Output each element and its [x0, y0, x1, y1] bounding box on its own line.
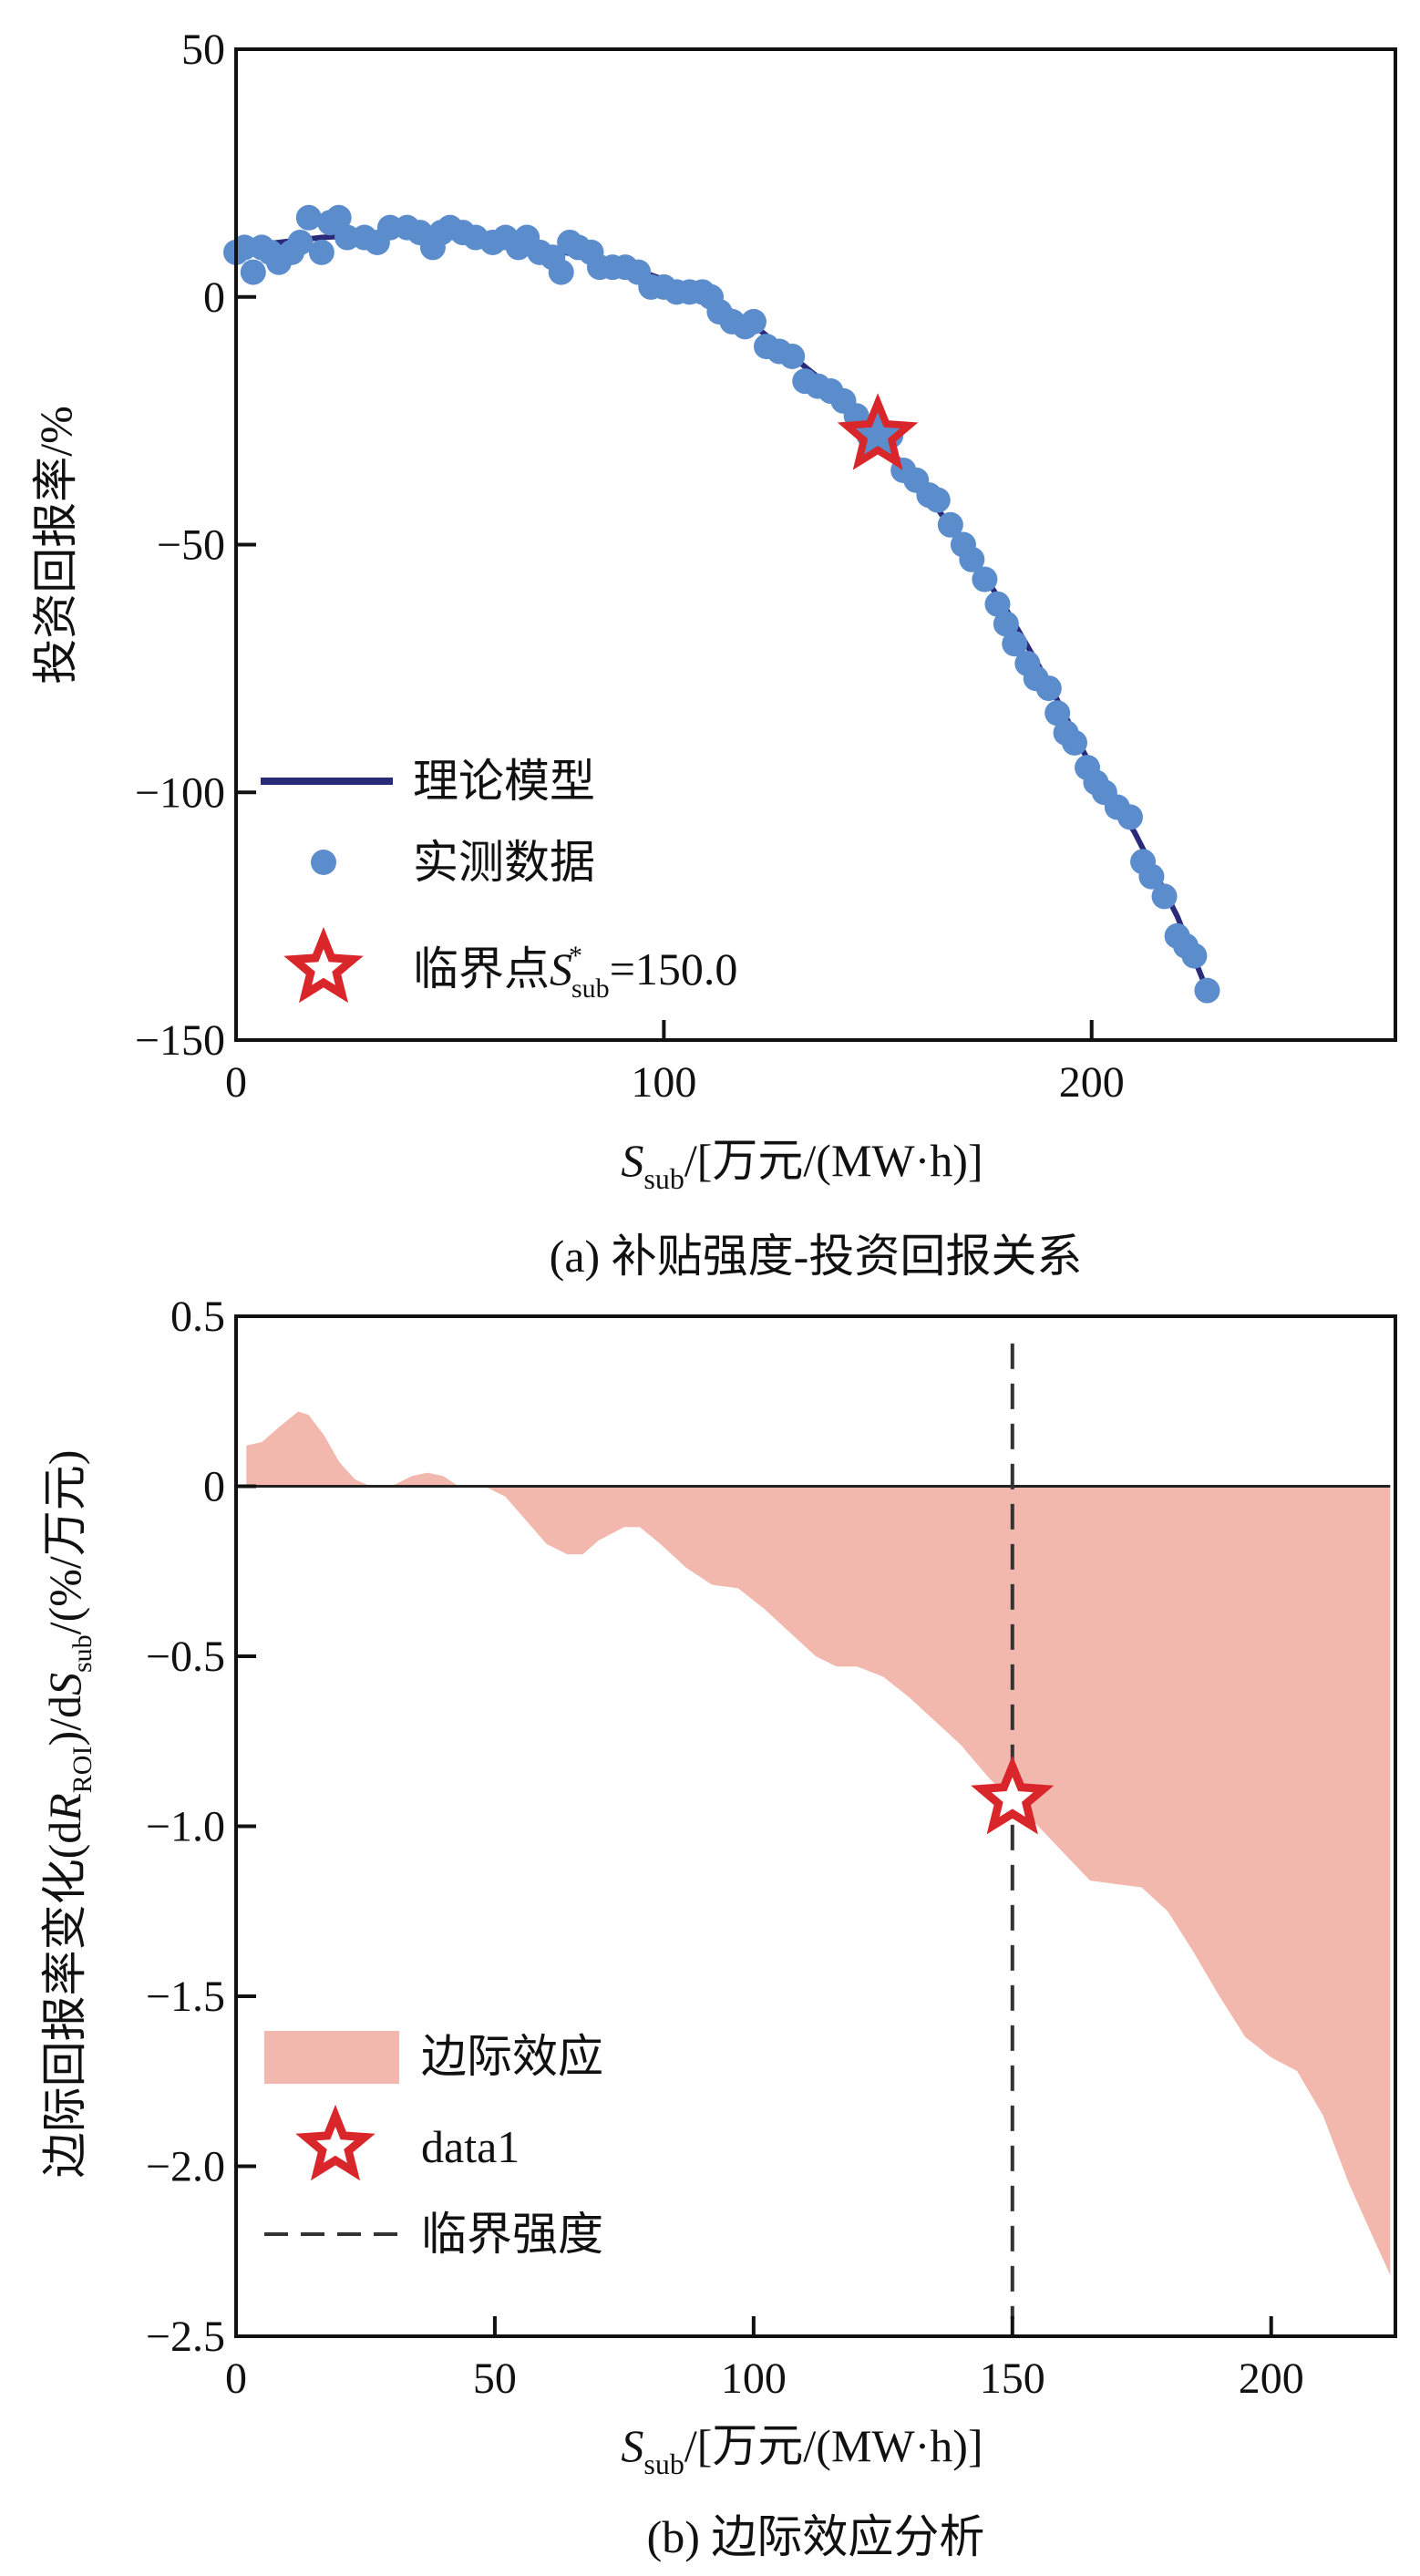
- marginal-effect-area: [246, 1411, 1391, 2275]
- x-tick-label: 0: [225, 1058, 247, 1107]
- y-tick-label: −1.5: [146, 1973, 225, 2021]
- legend-area-swatch: [264, 2031, 399, 2084]
- xlabel-subscript: sub: [643, 1162, 684, 1195]
- scatter-point: [240, 259, 266, 285]
- scatter-point: [959, 546, 985, 572]
- y-tick-label: −2.0: [146, 2143, 225, 2191]
- panel-a-legend: 理论模型 实测数据 临界点S* sub=150.0: [261, 756, 737, 1004]
- panel-b-ticks: 0 50 100 150 200 0.5 0 −0.5 −1.0 −1.5 −2.0 −2.5: [146, 1293, 1304, 2403]
- y-tick-label: 0: [203, 1463, 225, 1511]
- legend-data1-label: data1: [421, 2121, 520, 2172]
- x-tick-label: 200: [1239, 2354, 1304, 2403]
- scatter-point: [740, 308, 767, 335]
- scatter-point: [972, 566, 998, 592]
- legend-critical-label: 临界点S* sub=150.0: [413, 941, 737, 1004]
- scatter-point: [1035, 675, 1062, 702]
- y-tick-label: −2.5: [146, 2313, 225, 2361]
- scatter-point: [993, 611, 1019, 637]
- y-tick-label: −1.0: [146, 1803, 225, 1851]
- scatter-point: [548, 259, 574, 285]
- panel-a-ylabel: 投资回报率/%: [30, 406, 81, 685]
- y-tick-label: −0.5: [146, 1633, 225, 1681]
- y-tick-label: −150: [135, 1016, 225, 1065]
- x-tick-label: 200: [1059, 1058, 1125, 1107]
- panel-b-marks: [246, 1343, 1391, 2320]
- scatter-point: [1151, 883, 1178, 910]
- data1-star: [971, 1755, 1055, 1835]
- panel-a-roi-chart: 0 100 200 50 0 −50 −100 −150 投资回报率/% Ssub/[万元/(…: [30, 26, 1397, 1282]
- scatter-point: [1044, 700, 1071, 726]
- xlabel-symbol: S: [621, 1135, 643, 1186]
- scatter-point: [1194, 977, 1220, 1004]
- panel-b-legend: 边际效应 data1 临界强度: [264, 2031, 603, 2260]
- scatter-point: [779, 343, 806, 369]
- scatter-point: [295, 204, 322, 231]
- y-tick-label: −50: [157, 521, 225, 570]
- scatter-point: [1116, 804, 1143, 830]
- panel-a-axes-frame: [234, 47, 1397, 1042]
- y-tick-label: 0: [203, 273, 225, 322]
- y-tick-label: 50: [181, 26, 225, 74]
- scatter-point: [287, 229, 314, 255]
- panel-a-caption: (a) 补贴强度-投资回报关系: [550, 1231, 1083, 1282]
- x-tick-label: 150: [980, 2354, 1045, 2403]
- critical-point-star: [837, 393, 919, 470]
- legend-area-label: 边际效应: [421, 2031, 603, 2082]
- scatter-point: [984, 591, 1011, 617]
- panel-b-marginal-chart: 0 50 100 150 200 0.5 0 −0.5 −1.0 −1.5 −2.0 −2.5 边际回…: [39, 1293, 1397, 2562]
- y-tick-label: 0.5: [170, 1293, 225, 1341]
- xlabel-unit: /[万元/(MW·h)]: [684, 1135, 983, 1186]
- y-tick-label: −100: [135, 768, 225, 817]
- legend-model-label: 理论模型: [413, 756, 595, 807]
- legend-scatter-swatch: [311, 850, 336, 875]
- legend-star-icon: [295, 2104, 376, 2181]
- legend-star-icon: [283, 926, 364, 1004]
- panel-b-xlabel: Ssub/[万元/(MW·h)]: [621, 2420, 983, 2480]
- legend-critical-label: 临界强度: [421, 2209, 603, 2260]
- legend-scatter-label: 实测数据: [413, 837, 595, 888]
- scatter-point: [924, 487, 951, 513]
- panel-a-xlabel: Ssub/[万元/(MW·h)]: [621, 1135, 983, 1195]
- panel-b-caption: (b) 边际效应分析: [647, 2511, 985, 2562]
- scatter-point: [1002, 631, 1028, 657]
- panel-a-marks: [223, 204, 1220, 1004]
- x-tick-label: 100: [721, 2354, 787, 2403]
- model-line: [235, 230, 1210, 992]
- panel-a-ticks: 0 100 200 50 0 −50 −100 −150: [135, 26, 1125, 1107]
- scatter-point: [1061, 729, 1087, 756]
- x-tick-label: 100: [631, 1058, 696, 1107]
- panel-b-ylabel: 边际回报率变化(dRROI)/dSsub/(%/万元): [39, 1450, 98, 2179]
- scatter-point: [308, 239, 334, 265]
- x-tick-label: 50: [473, 2354, 517, 2403]
- scatter-point: [937, 511, 963, 538]
- x-tick-label: 0: [225, 2354, 247, 2403]
- scatter-point: [1181, 943, 1208, 969]
- scatter-point: [1138, 863, 1165, 890]
- scatter-point: [325, 204, 352, 231]
